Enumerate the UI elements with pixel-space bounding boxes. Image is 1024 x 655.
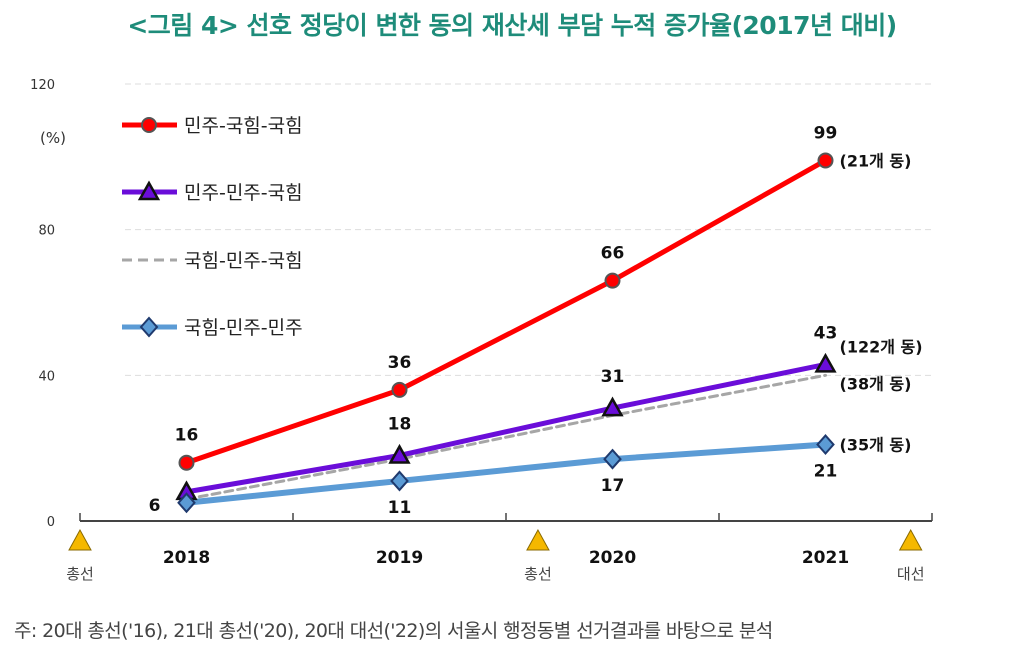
count-label: (21개 동) [840,151,912,170]
series-0-marker [817,152,834,169]
y-axis-label: (%) [40,129,66,147]
event-label: 대선 [897,565,925,583]
series-3-marker [390,470,409,492]
y-tick-label: 0 [47,515,55,530]
series-3-marker [816,434,835,456]
chart-title: <그림 4> 선호 정당이 변한 동의 재산세 부담 누적 증가율(2017년 … [127,11,897,40]
count-label: (38개 동) [840,374,912,393]
x-tick-label: 2019 [376,548,423,568]
data-label: 16 [175,426,199,446]
series-1-marker [388,443,411,464]
event-label: 총선 [524,565,552,583]
data-label: 17 [601,476,625,496]
data-label: 99 [814,123,838,143]
series-1-marker [814,352,837,373]
legend-marker-icon [137,180,161,201]
x-tick-label: 2020 [589,548,636,568]
series-line-2 [185,373,827,501]
series-line-1 [184,361,828,495]
data-label: 43 [814,323,838,343]
series-0-marker [178,454,195,471]
chart-note: 주: 20대 총선('16), 21대 총선('20), 20대 대선('22)… [14,620,773,642]
data-label: 18 [388,414,412,434]
legend-marker-icon [141,117,157,133]
series-0-marker [604,272,621,289]
series-line-0 [184,157,828,466]
legend-label: 국힘-민주-국힘 [184,250,303,272]
y-tick-label: 40 [38,369,55,384]
election-triangle-icon [898,528,923,551]
series-1-marker [601,396,624,417]
data-label: 11 [388,498,412,518]
series-3-marker [603,448,622,470]
legend-marker-icon [139,316,159,338]
data-label: 66 [601,244,625,264]
legend-label: 민주-국힘-국힘 [184,115,303,137]
legend-label: 국힘-민주-민주 [184,317,303,339]
x-tick-label: 2021 [802,548,849,568]
x-tick-label: 2018 [163,548,210,568]
data-label: 21 [814,462,838,482]
y-tick-label: 80 [38,224,55,239]
count-label: (122개 동) [840,337,923,356]
series-0-marker [391,381,408,398]
event-label: 총선 [66,565,94,583]
y-tick-label: 120 [30,78,55,93]
election-triangle-icon [526,528,550,551]
count-label: (35개 동) [840,436,912,455]
data-label: 36 [388,353,412,373]
data-label: 31 [601,367,625,387]
election-triangle-icon [68,528,92,551]
series-3-marker [177,492,196,514]
data-label: 6 [149,496,161,516]
legend-label: 민주-민주-국힘 [184,182,303,204]
series-line-3 [183,441,829,506]
